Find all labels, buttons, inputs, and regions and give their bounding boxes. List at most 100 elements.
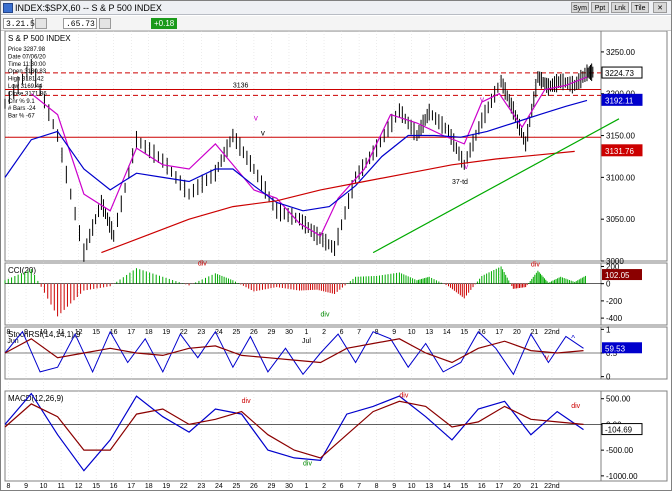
x-tick-label: 10 <box>40 483 48 490</box>
readout-line: Date 07/06/20 <box>8 54 46 60</box>
x-tick-label: 11 <box>57 329 64 336</box>
stoch-last-label: 59.53 <box>605 344 626 353</box>
panel-title-3: MACD(12,26,9) <box>8 394 64 403</box>
x-tick-label: 14 <box>443 329 451 336</box>
symbol-field[interactable]: 3.21.52 <box>3 18 40 29</box>
x-tick-label: 13 <box>425 483 433 490</box>
x-tick-label: 7 <box>357 483 361 490</box>
title-bar[interactable]: INDEX:$SPX,60 -- S & P 500 INDEX Sym Ppt… <box>1 1 671 15</box>
last-price-label: 3192.11 <box>605 96 634 105</box>
x-tick-label: 11 <box>57 483 64 490</box>
x-tick-label: 14 <box>443 483 451 490</box>
annotation-text: 3136 <box>233 83 249 90</box>
ytick-label-3: -1000.00 <box>606 472 638 481</box>
x-tick-label: 1 <box>305 329 309 336</box>
readout-line: # Bars -24 <box>8 106 36 112</box>
axis-frame-3 <box>600 390 668 482</box>
panel-frame-0 <box>4 31 602 262</box>
ytick-label-1: 200 <box>606 262 620 271</box>
x-tick-label: 29 <box>268 483 276 490</box>
macd-signal-line <box>4 400 584 459</box>
readout-line: Bar % -67 <box>8 114 35 120</box>
cci-last-label: 102.05 <box>605 271 630 280</box>
x-tick-label: 2 <box>322 329 326 336</box>
x-tick-label: 17 <box>127 483 135 490</box>
annotation-v: v <box>261 129 265 138</box>
last-price-box <box>601 66 643 79</box>
macd-last-label: -104.69 <box>605 426 633 435</box>
x-tick-label: 8 <box>375 483 379 490</box>
last-price-label: 3224.73 <box>605 69 634 78</box>
x-tick-label: 10 <box>408 329 416 336</box>
x-tick-label: 18 <box>145 483 153 490</box>
annotation-div: div <box>303 461 312 468</box>
ytick-label-1: -400 <box>606 314 623 323</box>
ytick-label-0: 3250.00 <box>606 48 635 57</box>
ytick-label-3: -500.00 <box>606 446 634 455</box>
toolbar-button-lnk[interactable]: Lnk <box>611 2 629 13</box>
x-tick-label: 25 <box>232 483 240 490</box>
x-tick-label: 15 <box>460 329 468 336</box>
x-tick-label: 23 <box>197 483 205 490</box>
change-badge: +0.18 <box>151 18 178 29</box>
readout-line: Time 11:30:00 <box>8 62 46 68</box>
x-tick-label: 12 <box>75 483 83 490</box>
x-tick-label: 22 <box>180 483 188 490</box>
macd-last-box <box>601 423 643 436</box>
trend-line-green <box>372 118 620 254</box>
x-tick-label: 6 <box>340 483 344 490</box>
ma-short-line <box>30 76 588 237</box>
x-tick-label: 15 <box>92 329 100 336</box>
panel-title-2: StochRSI(14,14,1),9 <box>8 330 81 339</box>
x-tick-label: 21 <box>530 329 538 336</box>
last-price-box <box>601 144 643 157</box>
stoch-slow-line <box>4 338 584 364</box>
ytick-label-0: 3150.00 <box>606 132 635 141</box>
x-tick-label: 9 <box>392 329 396 336</box>
ytick-label-1: -200 <box>606 297 623 306</box>
panel-frame-1 <box>4 262 602 326</box>
toolbar-button-tile[interactable]: Tile <box>631 2 649 13</box>
x-tick-label: 16 <box>110 483 118 490</box>
value-field[interactable]: .65.73 <box>63 18 97 29</box>
chart-area: S & P 500 INDEX30003050.003100.003150.00… <box>4 31 668 490</box>
x-tick-label: 22nd <box>544 329 560 336</box>
toolbar-button-sym[interactable]: Sym <box>571 2 589 13</box>
x-tick-label: 30 <box>285 329 293 336</box>
panel-title-0: S & P 500 INDEX <box>8 34 71 43</box>
annotation-text: 37-td <box>452 179 468 186</box>
readout-line: Close 3171.86 <box>8 91 47 97</box>
annotation-div: div <box>399 393 408 400</box>
step-button[interactable] <box>99 18 111 29</box>
x-tick-label: 9 <box>24 483 28 490</box>
x-tick-label: 6 <box>340 329 344 336</box>
ma-mid-line <box>4 99 588 212</box>
month-label: Jul <box>302 338 311 345</box>
toolbar-button-ppt[interactable]: Ppt <box>591 2 609 13</box>
annotation-div: div <box>571 403 580 410</box>
dropdown-button[interactable] <box>35 18 47 29</box>
annotation-v: v <box>545 353 549 362</box>
ytick-label-3: 500.00 <box>606 395 631 404</box>
x-tick-label: 25 <box>232 329 240 336</box>
x-tick-label: 24 <box>215 483 223 490</box>
last-price-label: 3131.76 <box>605 147 634 156</box>
readout-line: High 3181.42 <box>8 77 44 83</box>
annotation-v: v <box>254 113 258 122</box>
ytick-label-1: 0 <box>606 280 611 289</box>
x-tick-label: 15 <box>460 483 468 490</box>
x-tick-label: 8 <box>375 329 379 336</box>
x-tick-label: 24 <box>215 329 223 336</box>
ytick-label-2: 0.5 <box>606 349 618 358</box>
x-tick-label: 10 <box>408 483 416 490</box>
annotation-div: div <box>198 261 207 268</box>
panel-frame-3 <box>4 390 602 482</box>
close-icon[interactable]: ✕ <box>653 2 667 13</box>
x-tick-label: 10 <box>40 329 48 336</box>
annotation-v: v <box>464 162 468 171</box>
ytick-label-0: 3000 <box>606 257 624 266</box>
x-tick-label: 29 <box>268 329 276 336</box>
x-tick-label: 26 <box>250 329 258 336</box>
stoch-fast-line <box>4 330 584 376</box>
